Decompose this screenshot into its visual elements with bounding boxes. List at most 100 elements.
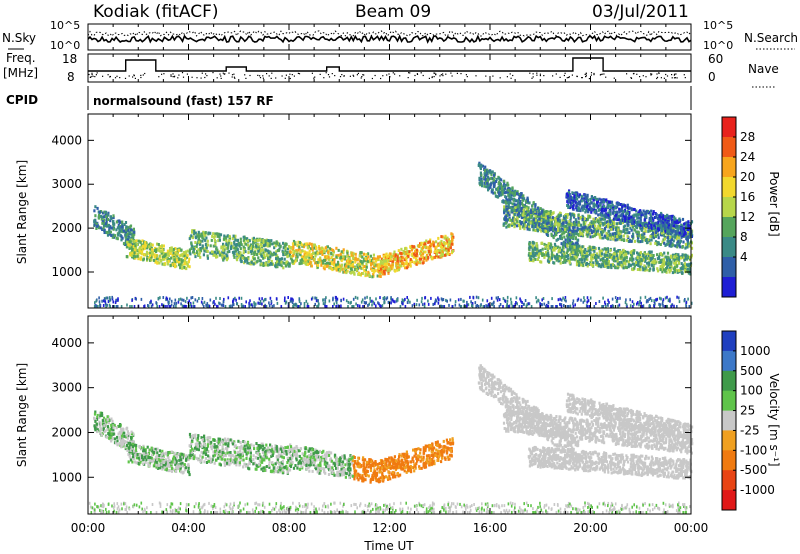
echo-cell xyxy=(552,261,555,265)
echo-cell xyxy=(602,264,605,268)
echo-cell xyxy=(446,236,449,240)
echo-cell xyxy=(580,199,583,203)
echo-cell xyxy=(451,239,454,243)
echo-cell xyxy=(603,223,606,227)
echo-cell xyxy=(623,261,626,265)
echo-cell xyxy=(515,218,518,222)
nave-dot xyxy=(450,72,452,74)
echo-cell xyxy=(178,263,181,267)
echo-cell xyxy=(522,210,525,214)
echo-cell xyxy=(131,236,134,240)
echo-cell xyxy=(610,253,613,257)
echo-cell xyxy=(568,261,571,265)
echo-cell xyxy=(384,266,387,269)
echo-cell xyxy=(577,263,581,267)
echo-cell xyxy=(436,249,439,253)
echo-cell xyxy=(669,268,672,272)
freq-line xyxy=(88,57,691,72)
echo-cell xyxy=(180,260,183,264)
echo-cell xyxy=(358,264,362,268)
echo-cell xyxy=(528,254,532,258)
echo-cell xyxy=(306,243,309,247)
echo-cell xyxy=(604,227,607,230)
echo-cell xyxy=(581,254,584,258)
echo-cell xyxy=(580,232,583,235)
nave-dot xyxy=(626,73,628,75)
echo-cell xyxy=(288,245,291,249)
echo-cell xyxy=(268,239,271,243)
echo-cell xyxy=(202,232,205,236)
echo-cell xyxy=(201,246,204,250)
echo-cell xyxy=(601,248,604,252)
echo-cell xyxy=(112,219,115,223)
echo-cell xyxy=(132,253,136,257)
echo-cell xyxy=(387,271,390,275)
echo-cell xyxy=(571,191,574,195)
echo-cell xyxy=(533,225,536,228)
echo-cell xyxy=(386,262,389,266)
echo-cell xyxy=(128,235,131,239)
nave-dot xyxy=(658,72,660,74)
echo-cell xyxy=(397,258,400,262)
echo-cell xyxy=(531,248,534,252)
echo-cell xyxy=(516,217,519,221)
nave-dot xyxy=(88,73,90,76)
echo-cell xyxy=(645,209,648,213)
echo-cell xyxy=(683,262,686,266)
echo-cell xyxy=(209,251,212,255)
echo-cell xyxy=(183,259,186,263)
echo-cell xyxy=(593,249,596,253)
echo-cell xyxy=(578,233,581,237)
nave-dot xyxy=(158,76,160,78)
echo-cell xyxy=(195,236,198,240)
echo-cell xyxy=(130,254,133,257)
echo-cell xyxy=(365,265,368,269)
echo-cell xyxy=(526,216,529,220)
echo-cell xyxy=(130,246,133,250)
echo-cell xyxy=(392,254,395,258)
echo-cell xyxy=(129,253,132,257)
echo-cell xyxy=(409,258,412,261)
echo-cell xyxy=(316,261,319,265)
echo-cell xyxy=(109,215,112,219)
echo-cell xyxy=(555,238,558,242)
echo-cell xyxy=(624,218,627,222)
echo-cell xyxy=(596,259,599,263)
echo-cell xyxy=(447,252,450,256)
echo-cell xyxy=(313,257,316,261)
echo-cell xyxy=(110,234,113,237)
echo-cell xyxy=(644,230,647,233)
echo-cell xyxy=(622,258,625,262)
echo-cell xyxy=(541,223,544,226)
echo-cell xyxy=(395,257,398,261)
echo-cell xyxy=(558,226,561,230)
echo-cell xyxy=(558,219,561,223)
echo-cell xyxy=(499,187,502,191)
echo-cell xyxy=(537,223,540,227)
nave-dot xyxy=(531,77,533,79)
echo-cell xyxy=(495,180,498,183)
echo-cell xyxy=(639,240,642,244)
nsky-scale-bottom: 10^0 xyxy=(50,39,80,52)
nave-dot xyxy=(656,73,658,75)
nave-dot xyxy=(92,75,94,77)
echo-cell xyxy=(161,244,164,248)
echo-cell xyxy=(327,261,330,265)
echo-cell xyxy=(670,243,673,247)
echo-cell xyxy=(613,248,616,252)
echo-cell xyxy=(227,243,230,247)
echo-cell xyxy=(664,243,667,247)
echo-cell xyxy=(673,270,677,274)
echo-cell xyxy=(510,208,513,212)
echo-cell xyxy=(673,235,677,239)
echo-cell xyxy=(188,237,191,241)
echo-cell xyxy=(574,218,577,222)
echo-cell xyxy=(574,252,577,256)
echo-cell xyxy=(253,253,256,257)
echo-cell xyxy=(675,268,678,272)
echo-cell xyxy=(597,213,600,217)
echo-cell xyxy=(560,223,563,227)
echo-cell xyxy=(501,200,504,204)
echo-cell xyxy=(655,213,658,217)
echo-cell xyxy=(145,250,149,254)
